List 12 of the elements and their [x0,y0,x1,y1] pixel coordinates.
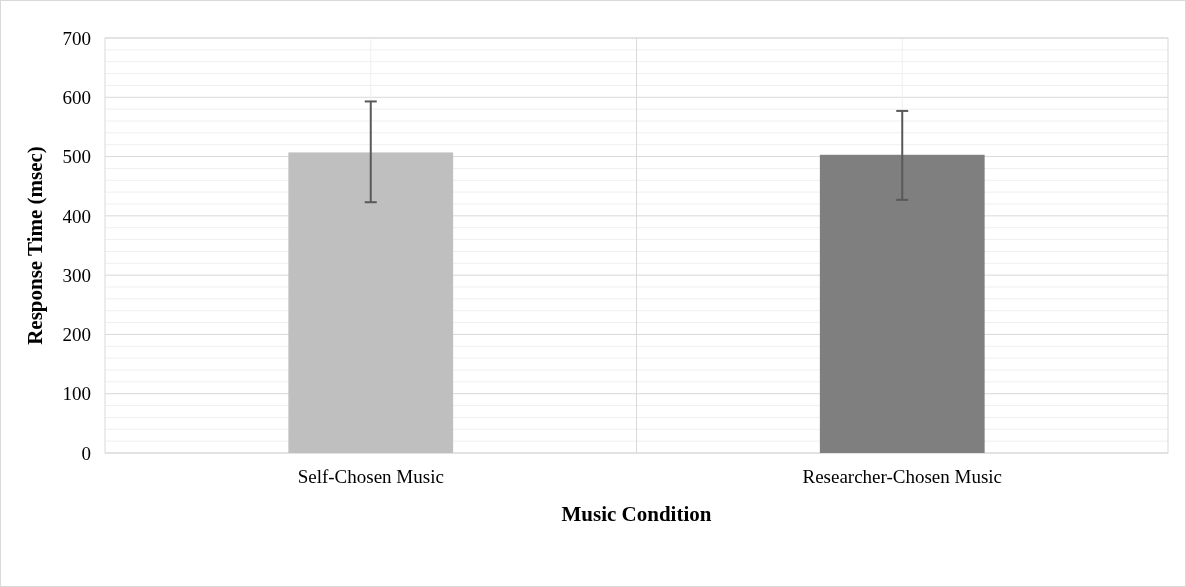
y-tick-label: 300 [62,264,91,286]
y-tick-label: 0 [81,442,91,464]
y-axis-title: Response Time (msec) [23,146,47,345]
x-tick-label: Self-Chosen Music [297,466,444,487]
y-tick-label: 400 [62,205,91,227]
y-tick-label: 200 [62,324,91,346]
y-tick-label: 700 [62,27,91,49]
y-tick-label: 500 [62,146,91,168]
x-tick-label: Researcher-Chosen Music [802,466,1003,487]
x-axis-title: Music Condition [561,502,712,526]
y-tick-label: 600 [62,86,91,108]
y-tick-label: 100 [62,383,91,405]
